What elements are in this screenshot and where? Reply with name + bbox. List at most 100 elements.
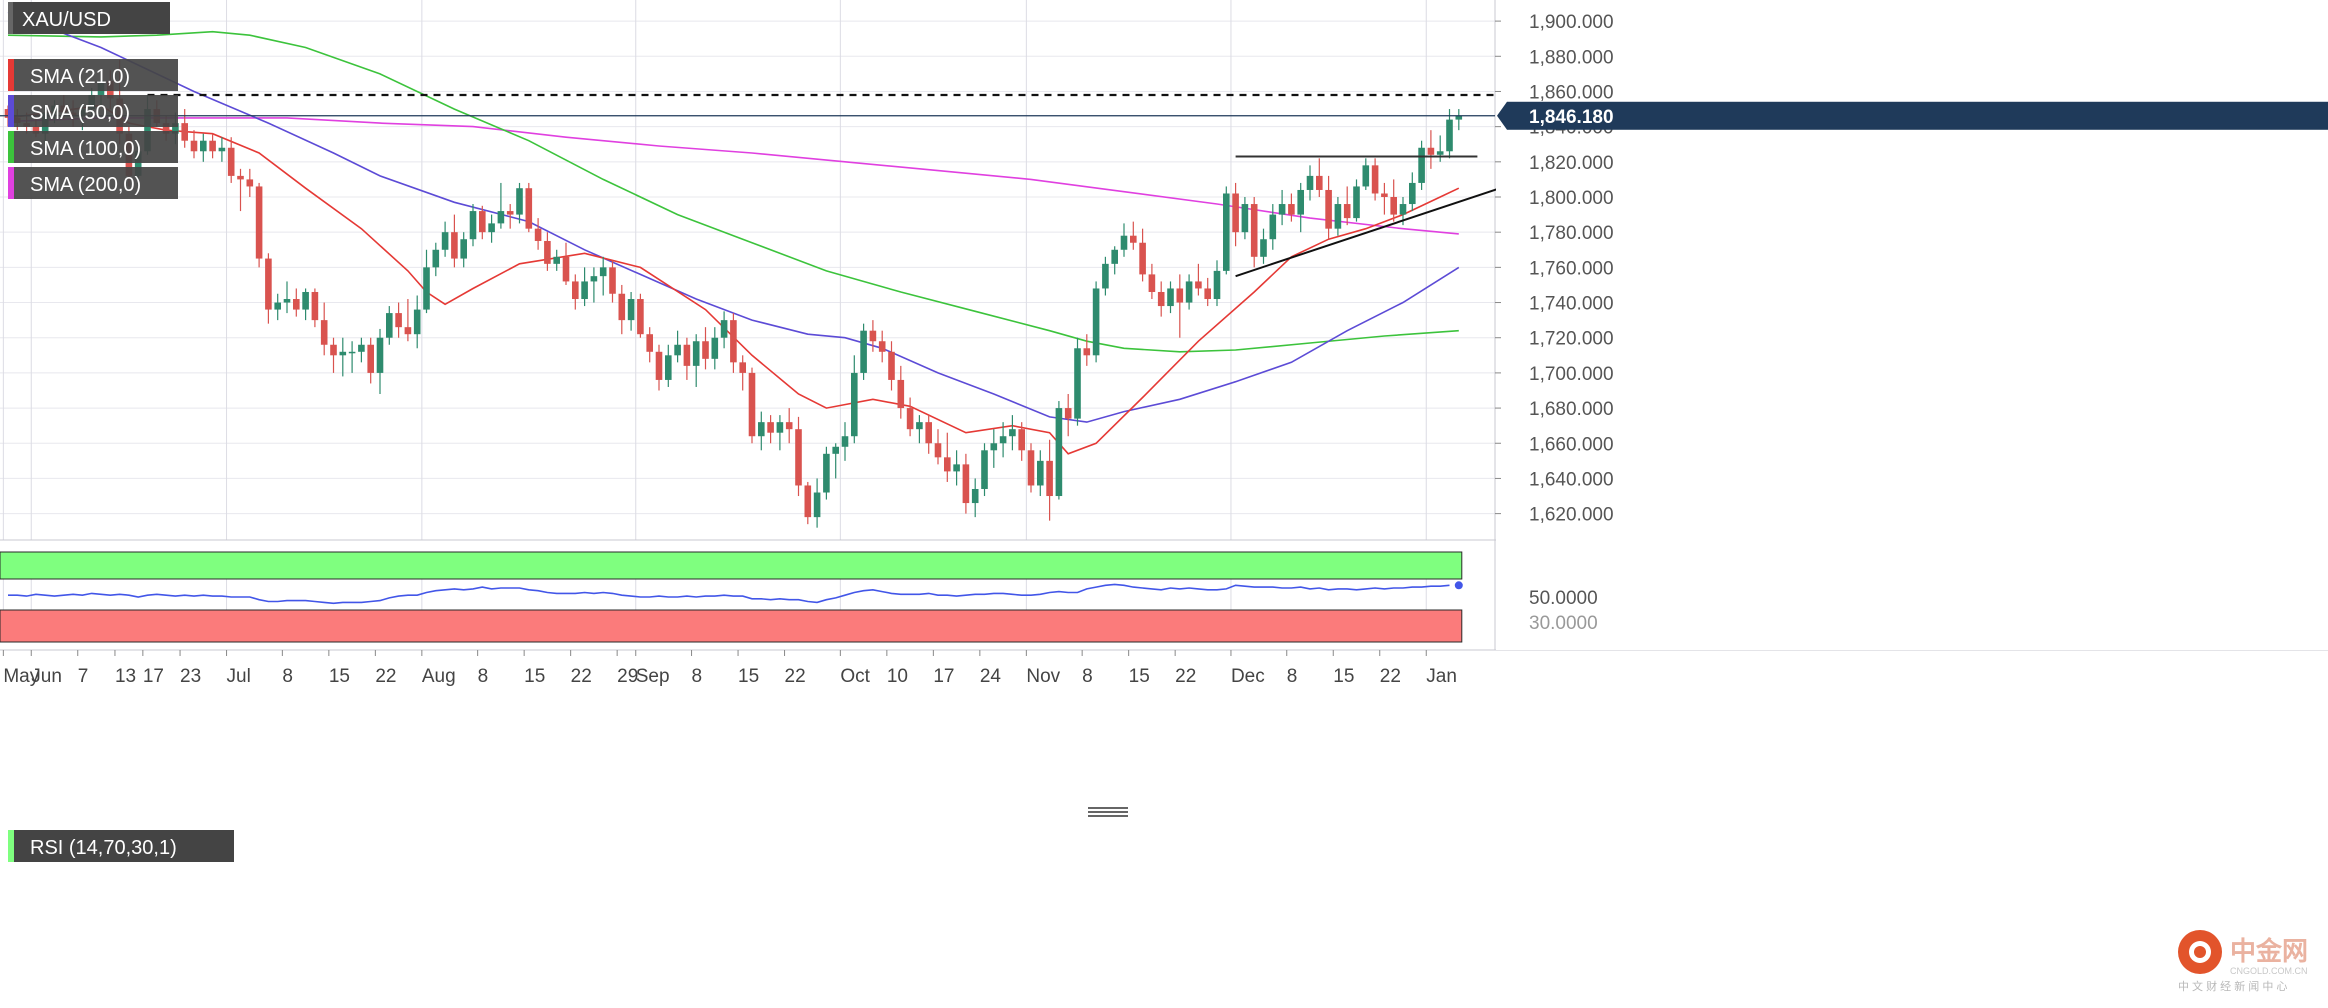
candle-layer [4,59,1463,528]
candle-bullish [386,306,393,345]
candle-body [218,147,226,152]
candle-bullish [758,411,765,451]
candle-bearish [1204,277,1211,307]
candle-bullish [971,478,979,518]
candle-bullish [1185,274,1193,310]
candle-bearish [1343,186,1351,226]
candle-bullish [432,242,440,277]
candle-bearish [962,453,970,514]
candle-bearish [637,293,644,338]
candle-body [237,175,244,180]
candle-body [813,492,821,518]
candle-bullish [441,221,449,257]
symbol-label: XAU/USD [22,9,111,31]
candle-bearish [1390,179,1397,222]
candle-bullish [497,182,505,229]
sma-legend-item[interactable]: SMA (100,0) [8,131,178,163]
candle-body [748,372,756,437]
candle-body [944,457,951,472]
x-tick-label: 22 [1175,666,1196,687]
rsi-overbought-band [0,551,1463,580]
candle-bearish [609,260,616,303]
candle-body [460,239,467,259]
candle-body [999,436,1007,444]
ascending-trendline [1235,185,1506,278]
candle-bullish [1213,260,1221,307]
symbol-legend-item[interactable]: XAU/USD [8,2,170,34]
y-tick-label: 1,860.000 [1529,82,1614,103]
candle-bearish [1288,193,1295,222]
y-tick-label: 1,800.000 [1529,188,1614,209]
candle-bearish [255,182,263,268]
candle-body [878,341,886,352]
candle-body [358,344,365,352]
y-tick-label: 1,880.000 [1529,47,1614,68]
candle-body [172,123,179,134]
candle-bullish [1092,281,1100,363]
candle-bearish [795,416,802,497]
last-price-label: 1,846.180 [1529,107,1614,128]
candle-bullish [720,311,728,349]
y-tick-label: 1,720.000 [1529,329,1614,350]
candle-bearish [293,288,300,317]
candle-bullish [841,422,849,461]
candle-bearish [1046,439,1053,521]
legend-swatch [8,2,13,34]
candle-bearish [804,481,812,525]
candle-body [785,422,793,430]
sma-legend-item[interactable]: SMA (50,0) [8,95,178,127]
candle-body [823,453,830,493]
y-tick-label: 1,740.000 [1529,294,1614,315]
y-tick-label: 1,820.000 [1529,153,1614,174]
legend-box [8,830,234,862]
pane-resize-handle[interactable] [1088,807,1128,817]
candle-body [386,313,393,338]
sma-legend-label: SMA (100,0) [30,138,141,160]
x-tick-label: Sep [636,666,670,687]
legend-box [8,59,178,91]
candle-bullish [916,415,923,444]
candle-bullish [423,249,430,314]
rsi-tick-label: 50.0000 [1529,588,1598,609]
candle-body [1018,429,1025,451]
candle-body [767,422,774,433]
candle-body [711,337,719,359]
candle-body [646,334,653,352]
legend-box [8,131,178,163]
candle-body [1213,270,1221,300]
candle-body [413,309,421,335]
x-tick-label: 10 [887,666,908,687]
candle-bearish [906,397,914,437]
candle-bullish [776,415,784,451]
legend-box [8,95,178,127]
x-tick-label: Dec [1231,666,1265,687]
candle-bearish [748,367,756,444]
candle-body [562,256,570,282]
candle-bearish [869,320,877,352]
candle-body [1334,204,1342,229]
candle-bullish [981,443,988,497]
candle-bullish [1353,179,1360,222]
candle-bearish [227,137,235,183]
candle-bullish [1260,228,1267,264]
candle-body [181,123,188,141]
candle-body [730,320,737,363]
legend-box [8,2,170,34]
candle-bullish [460,232,467,268]
rsi-legend-item[interactable]: RSI (14,70,30,1) [8,830,234,862]
candle-body [404,327,412,335]
legend-swatch [8,167,14,199]
legend-swatch [8,95,14,127]
legend-layer: XAU/USD SMA (21,0) SMA (50,0) SMA (100,0) SM… [8,2,234,862]
candle-body [1037,460,1044,486]
candle-body [32,126,40,134]
candle-bearish [479,205,486,240]
sma-legend-item[interactable]: SMA (21,0) [8,59,178,91]
candle-body [209,140,216,152]
candle-body [1390,197,1397,215]
candle-bullish [999,422,1007,458]
sma-legend-item[interactable]: SMA (200,0) [8,167,178,199]
candle-body [897,379,905,409]
sma50-line [7,11,1460,423]
